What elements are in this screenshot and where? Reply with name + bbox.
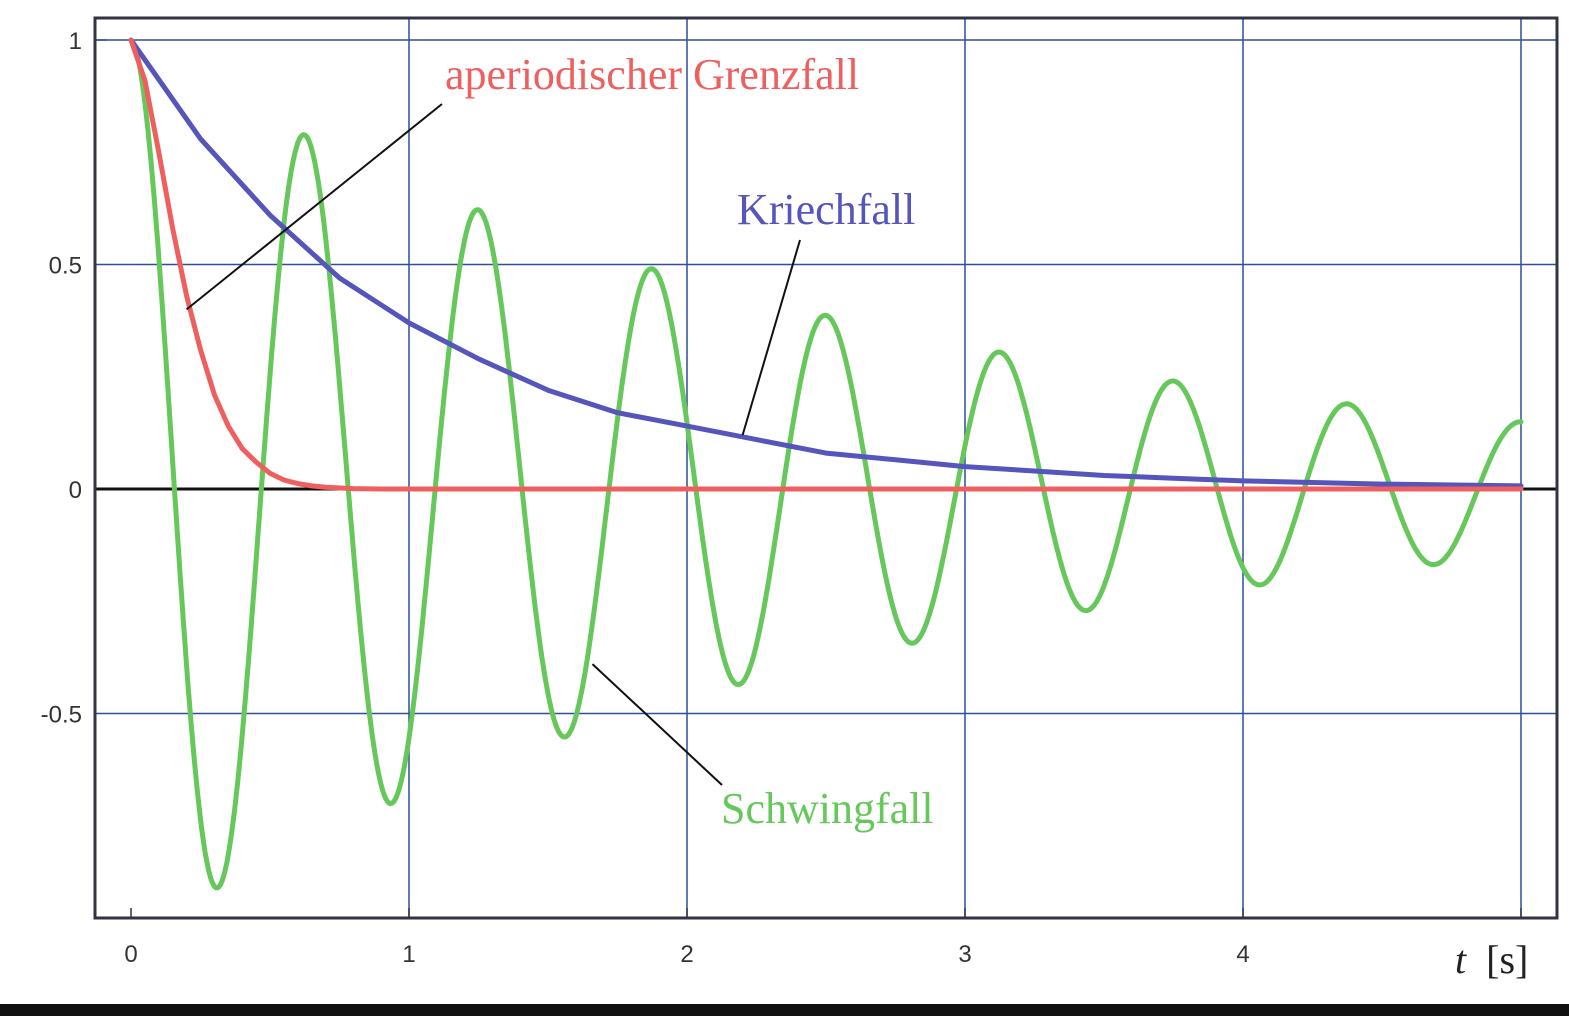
x-axis-label: t [s] [1455,937,1528,982]
series-line-kriechfall [128,37,1524,489]
x-tick-label-3: 3 [958,941,971,968]
annotation-kriechfall: Kriechfall [737,185,915,234]
x-tick-labels: 0 1 2 3 4 [124,941,1249,968]
leader-line-2 [591,663,723,786]
x-tick-label-4: 4 [1236,941,1249,968]
plot-frame [93,16,1559,920]
x-tick-label-2: 2 [680,941,693,968]
x-axis-label-unit: [s] [1486,937,1528,982]
x-tick-label-1: 1 [402,941,415,968]
annotation-schwingfall: Schwingfall [721,784,934,833]
leader-line-1 [741,239,801,436]
annotation-leaders [185,103,801,786]
x-axis-label-variable: t [1455,937,1467,982]
series-layer [128,37,1524,891]
y-tick-labels: 1 0.5 0 -0.5 [41,28,82,729]
x-tick-label-0: 0 [124,941,137,968]
scan-edge-bar [0,1004,1569,1016]
series-line-schwingfall [128,37,1524,891]
y-tick-label-0: 1 [69,28,82,55]
grid-lines [95,18,1557,918]
y-tick-label-3: -0.5 [41,702,82,729]
series-line-aperiodischer-grenzfall [128,37,1524,492]
leader-line-0 [185,103,443,311]
annotation-aperiodischer-grenzfall: aperiodischer Grenzfall [445,50,859,99]
y-tick-label-2: 0 [69,477,82,504]
y-tick-label-1: 0.5 [49,253,82,280]
